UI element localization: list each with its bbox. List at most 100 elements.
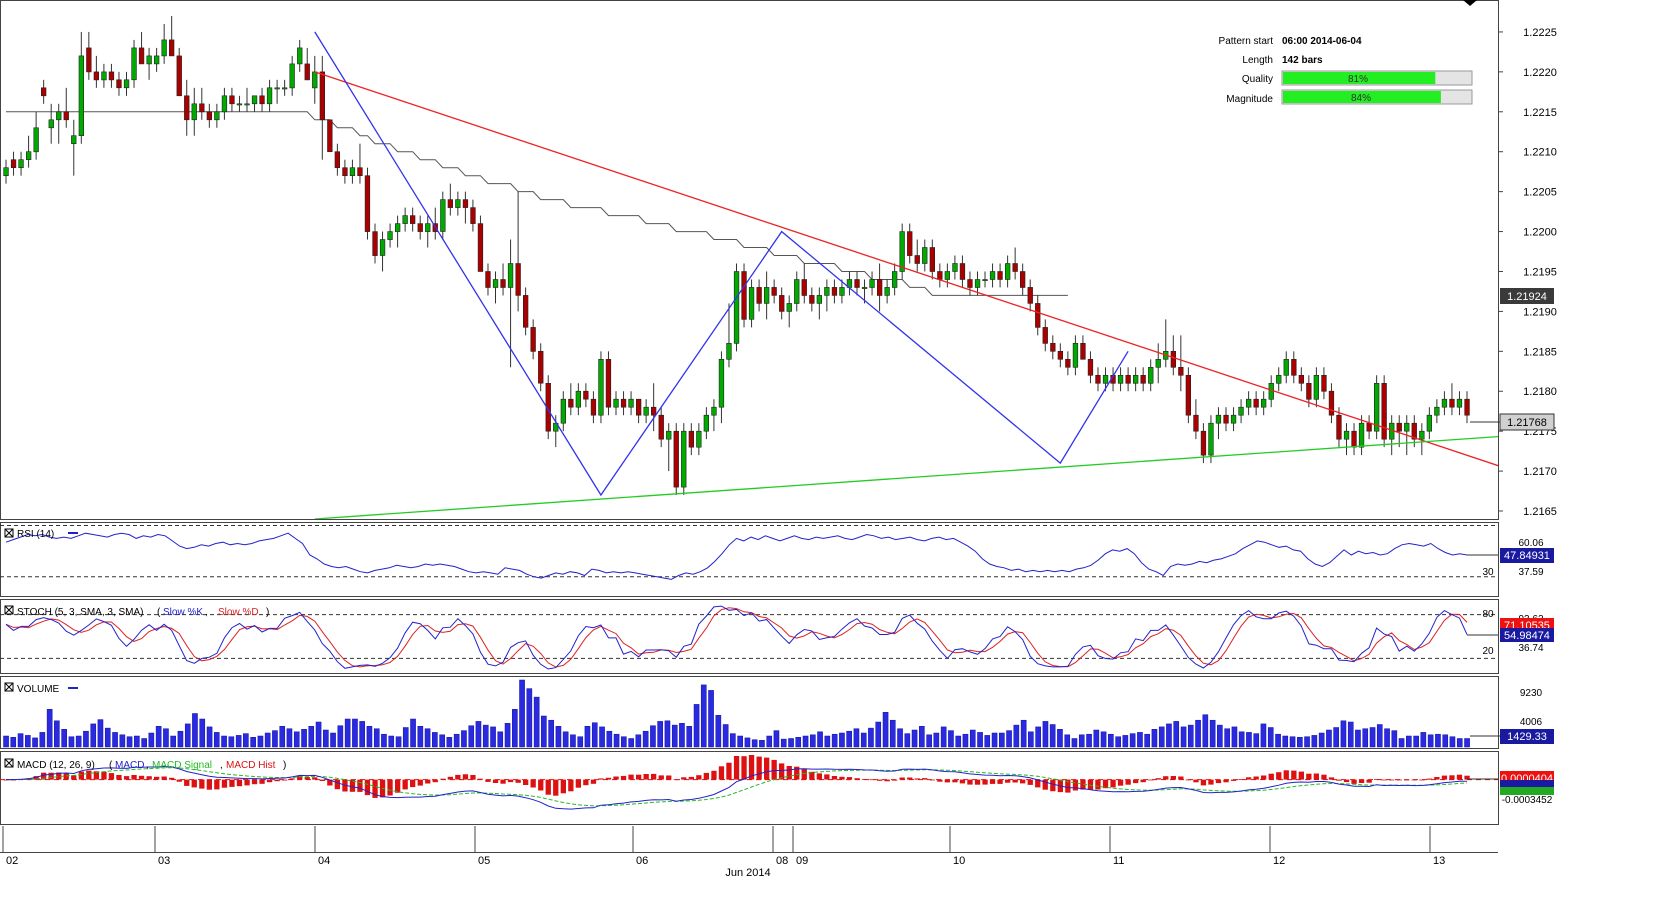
candle-body — [907, 231, 913, 256]
rsi-close-icon[interactable] — [4, 528, 14, 538]
macd-hist-bar — [575, 779, 581, 788]
macd-hist-bar — [86, 770, 92, 780]
candle — [884, 279, 890, 304]
quality-bar-fill — [1283, 72, 1436, 84]
macd-close-icon[interactable] — [4, 758, 14, 768]
volume-bar — [177, 730, 184, 748]
volume-bar — [410, 718, 416, 748]
candle — [154, 47, 160, 72]
candle — [1276, 367, 1282, 392]
candle — [1261, 391, 1267, 416]
candle — [650, 383, 657, 432]
volume-bar — [969, 729, 976, 748]
volume-bar — [889, 719, 896, 748]
volume-bar — [1275, 733, 1281, 748]
volume-bar — [650, 725, 656, 748]
macd-hist-bar — [33, 776, 39, 780]
volume-bar — [1347, 721, 1354, 748]
magnitude-value: 84% — [1351, 93, 1371, 104]
candle — [1426, 407, 1432, 440]
stoch-legend-d: Slow %D — [218, 607, 259, 618]
macd-hist-bar — [861, 779, 868, 780]
price-panel — [3, 15, 1470, 496]
price-tick-label: 1.2195 — [1523, 266, 1557, 278]
macd-hist-bar — [997, 779, 1003, 784]
macd-hist-bar — [545, 779, 551, 795]
candle-body — [824, 287, 830, 296]
candle — [816, 287, 822, 320]
candle — [1238, 399, 1244, 424]
candle — [1042, 319, 1048, 352]
candle-body — [763, 287, 770, 304]
volume-bar — [1078, 734, 1085, 748]
macd-hist-bar — [1411, 779, 1417, 781]
macd-hist-bar — [1253, 776, 1259, 780]
candle — [1336, 407, 1342, 448]
candle — [1253, 391, 1259, 416]
candle — [214, 103, 220, 128]
macd-hist-bar — [1155, 778, 1161, 780]
candle — [289, 55, 295, 96]
candle — [1208, 415, 1214, 464]
macd-hist-bar — [131, 775, 137, 780]
candle — [131, 39, 137, 88]
candle — [184, 79, 190, 136]
candle — [696, 423, 702, 456]
candle — [3, 159, 9, 184]
candle — [191, 87, 197, 136]
volume-bar — [1376, 724, 1383, 748]
candle-body — [101, 71, 107, 81]
stoch-title: STOCH (5, 3, SMA, 3, SMA) — [17, 607, 144, 618]
macd-hist-bar — [440, 778, 446, 780]
volume-bar — [766, 735, 773, 748]
volume-bar — [490, 726, 496, 748]
candle — [1163, 319, 1169, 368]
macd-hist-bar — [816, 773, 822, 780]
candle — [116, 71, 122, 96]
macd-hist-bar — [929, 779, 935, 781]
macd-hist-bar — [1276, 772, 1282, 780]
candle-body — [1193, 414, 1199, 432]
macd-hist-bar — [515, 779, 521, 783]
macd-hist-bar — [884, 779, 890, 782]
candle-body — [673, 430, 679, 488]
macd-legend-macd: MACD — [115, 760, 144, 771]
macd-hist-bar — [1140, 779, 1146, 783]
collapse-arrow-icon[interactable] — [1463, 0, 1477, 6]
macd-hist-bar — [1419, 779, 1425, 781]
candle — [869, 271, 875, 296]
volume-bar — [264, 732, 271, 748]
candle — [1223, 407, 1229, 432]
macd-hist-bar — [1125, 779, 1131, 785]
macd-hist-bar — [259, 779, 265, 784]
volume-bar — [54, 720, 60, 748]
candle — [741, 263, 747, 328]
stoch-slow-k-line — [5, 605, 1468, 670]
macd-hist-bar — [620, 775, 627, 780]
date-label: 10 — [953, 855, 965, 867]
stoch-tick-low: 36.74 — [1518, 643, 1543, 654]
candle-body — [1102, 374, 1109, 384]
volume-bar — [134, 735, 140, 748]
volume-close-icon[interactable] — [4, 682, 14, 692]
candle — [553, 415, 559, 448]
candle-body — [982, 279, 988, 282]
volume-bar — [1260, 723, 1267, 748]
volume-bar — [257, 735, 264, 748]
candle-body — [372, 231, 378, 256]
candle — [40, 79, 47, 104]
candle — [259, 87, 265, 112]
candle — [1306, 375, 1312, 408]
candle-body — [1012, 263, 1018, 272]
stoch-close-icon[interactable] — [4, 605, 14, 615]
volume-bar — [155, 726, 162, 748]
volume-bar — [250, 737, 256, 748]
macd-hist-bar — [123, 776, 130, 780]
candle — [688, 423, 694, 456]
candle — [1381, 375, 1387, 448]
volume-bar — [1435, 733, 1441, 748]
candle — [138, 31, 145, 65]
macd-hist-bar — [312, 777, 318, 780]
